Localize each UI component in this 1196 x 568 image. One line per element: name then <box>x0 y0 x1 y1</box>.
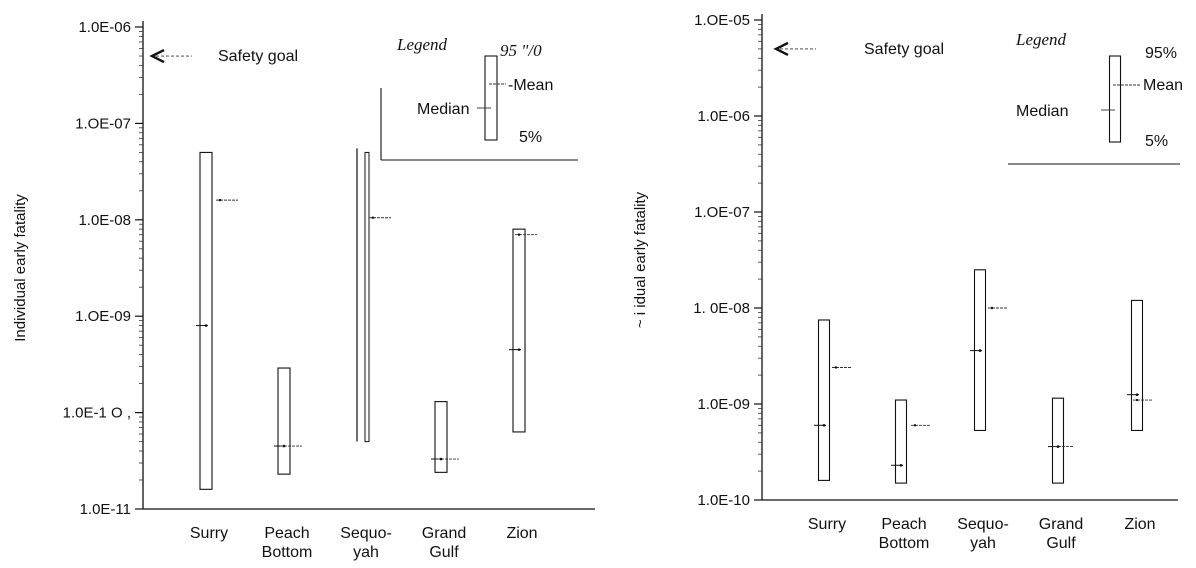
box-4 <box>1130 299 1144 432</box>
left-chart: 1.0E-11 1.0E-1 O , 1.OE-09 1.0E-08 1.OE-07 1.… <box>12 19 595 561</box>
y-axis-label: Individual early fatality <box>12 194 29 342</box>
safety-goal-arrow-icon <box>773 41 789 56</box>
x-category-label: Surry <box>808 516 846 533</box>
box-0 <box>199 151 213 490</box>
x-category-label: Grand <box>1039 516 1083 533</box>
box-1 <box>894 399 908 484</box>
box-3 <box>434 401 448 473</box>
x-category-label: Zion <box>506 525 537 542</box>
median-dot <box>517 348 521 351</box>
x-category-label: Surry <box>190 525 228 542</box>
box-sequoyah <box>364 151 370 443</box>
mean-dot <box>1056 445 1060 448</box>
x-category-label: yah <box>353 544 379 561</box>
x-category-label: Grand <box>422 525 466 542</box>
legend-box <box>484 55 498 141</box>
box-0 <box>817 319 831 481</box>
y-tick-label: 1.0E-06 <box>78 19 131 36</box>
y-tick-label: 1.OE-07 <box>75 115 131 132</box>
x-category-label: Bottom <box>879 535 930 552</box>
y-tick-label: 1.0E-11 <box>80 501 131 518</box>
right-chart: 1.0E-10 1.0E-09 1. 0E-08 1.OE-07 1.0E-06 1.OE… <box>632 12 1183 552</box>
y-tick-label: 1.0E-08 <box>78 212 131 229</box>
legend-95-label: 95% <box>1145 45 1177 62</box>
safety-goal-label: Safety goal <box>864 41 944 58</box>
x-category-label: Zion <box>1124 516 1155 533</box>
mean-dot <box>371 216 375 219</box>
box-3 <box>1051 397 1065 484</box>
box-1 <box>277 367 291 475</box>
x-category-label: Bottom <box>262 544 313 561</box>
legend: Legend 95 "/0 -Mean Median 5% <box>380 35 578 161</box>
x-category-label: Peach <box>264 525 309 542</box>
median-dot <box>822 423 826 427</box>
legend-title: Legend <box>1015 30 1067 49</box>
median-dot <box>978 349 982 352</box>
mean-dot <box>834 366 838 369</box>
y-tick-label: 1. 0E-08 <box>693 300 750 317</box>
y-tick-label: 1.0E-06 <box>697 108 750 125</box>
y-tick-label: 1.OE-07 <box>694 204 750 221</box>
legend-median-label: Median <box>417 101 469 118</box>
y-tick-label: 1.OE-09 <box>75 308 131 325</box>
x-category-label: Sequo- <box>957 516 1009 533</box>
legend-title: Legend <box>396 35 448 54</box>
safety-goal-label: Safety goal <box>218 48 298 65</box>
legend-mean-label: Mean <box>1143 77 1183 94</box>
legend-95-label: 95 "/0 <box>500 41 542 60</box>
mean-dot <box>439 457 443 461</box>
y-tick-label: 1.0E-09 <box>697 396 750 413</box>
mean-dot <box>218 198 222 202</box>
legend-5-label: 5% <box>519 129 542 146</box>
x-category-label: Gulf <box>429 544 459 561</box>
mean-dot <box>1135 398 1139 402</box>
legend-box <box>1108 55 1122 143</box>
median-dot <box>899 463 903 467</box>
median-dot <box>204 324 208 327</box>
legend-mean-label: -Mean <box>508 77 553 94</box>
legend-5-label: 5% <box>1145 133 1168 150</box>
legend-median-label: Median <box>1016 103 1068 120</box>
median-dot <box>1135 393 1139 396</box>
x-category-label: Peach <box>881 516 926 533</box>
safety-goal-arrow-icon <box>149 48 165 64</box>
y-tick-label: 1.0E-10 <box>697 492 750 509</box>
box-4 <box>512 228 526 433</box>
mean-dot <box>517 233 521 236</box>
mean-dot <box>913 424 917 427</box>
x-category-label: Sequo- <box>340 525 392 542</box>
x-category-label: Gulf <box>1046 535 1076 552</box>
x-category-label: yah <box>970 535 996 552</box>
mean-dot <box>990 306 994 310</box>
y-tick-label: 1.OE-05 <box>694 12 750 29</box>
y-axis-label: ~ i idual early fatality <box>632 191 649 328</box>
legend: Legend 95% Mean Median 5% <box>1008 30 1183 165</box>
mean-dot <box>282 444 286 448</box>
y-tick-label: 1.0E-1 O , <box>63 405 131 422</box>
